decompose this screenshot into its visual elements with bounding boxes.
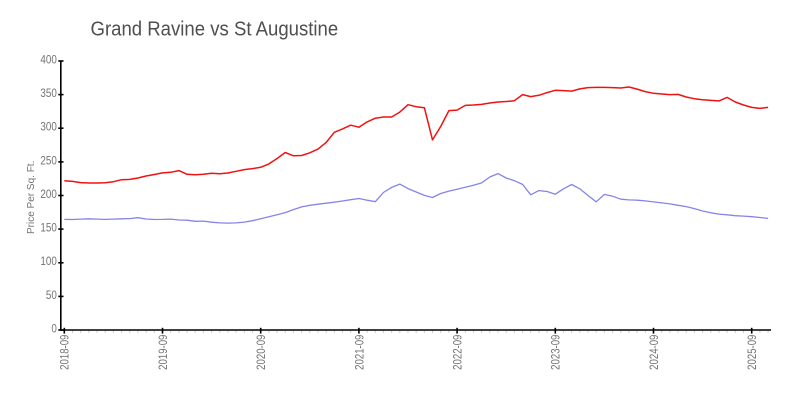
svg-text:300: 300 <box>40 121 56 134</box>
svg-text:200: 200 <box>40 188 56 201</box>
svg-text:2025-09: 2025-09 <box>746 335 759 370</box>
svg-text:400: 400 <box>40 54 56 67</box>
svg-text:2022-09: 2022-09 <box>452 335 465 370</box>
svg-text:2020-09: 2020-09 <box>255 335 268 370</box>
svg-text:2019-09: 2019-09 <box>157 335 170 370</box>
svg-text:50: 50 <box>46 289 57 302</box>
svg-text:0: 0 <box>51 323 56 336</box>
svg-text:100: 100 <box>40 255 56 268</box>
svg-text:250: 250 <box>40 154 56 167</box>
svg-text:350: 350 <box>40 87 56 100</box>
svg-text:150: 150 <box>40 222 56 235</box>
svg-text:2021-09: 2021-09 <box>353 335 366 370</box>
svg-text:2024-09: 2024-09 <box>648 335 661 370</box>
svg-text:Grand Ravine vs St Augustine: Grand Ravine vs St Augustine <box>91 18 339 41</box>
svg-text:2018-09: 2018-09 <box>59 335 72 370</box>
svg-text:Price Per Sq. Ft.: Price Per Sq. Ft. <box>26 161 37 234</box>
svg-text:2023-09: 2023-09 <box>550 335 563 370</box>
